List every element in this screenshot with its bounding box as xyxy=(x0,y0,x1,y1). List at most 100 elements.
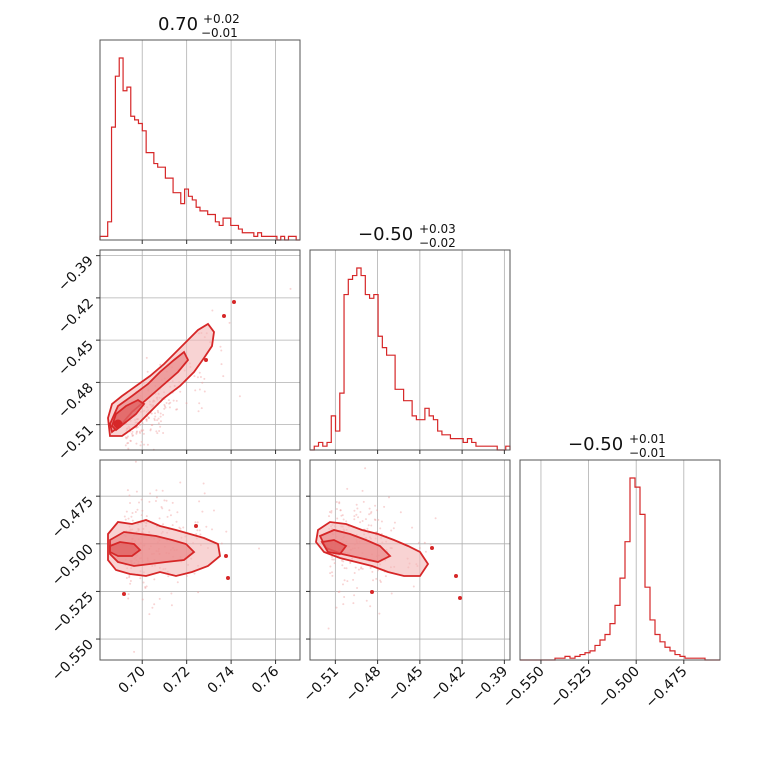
scatter-point xyxy=(393,521,396,524)
scatter-point xyxy=(135,490,138,493)
title-param-1: −0.50 xyxy=(358,224,413,245)
scatter-point xyxy=(194,521,197,524)
scatter-point xyxy=(165,499,168,502)
title-param-2-plus: +0.01 xyxy=(629,432,666,446)
scatter-point xyxy=(369,567,372,570)
y-tick-label: −0.550 xyxy=(49,637,97,685)
scatter-point xyxy=(329,565,332,568)
scatter-point xyxy=(130,432,133,435)
scatter-point xyxy=(343,579,346,582)
scatter-point xyxy=(196,521,199,524)
scatter-point xyxy=(140,440,143,443)
scatter-point xyxy=(131,434,134,437)
scatter-point xyxy=(154,499,157,502)
y-tick-label: −0.39 xyxy=(55,253,97,295)
scatter-point xyxy=(156,409,159,412)
scatter-point xyxy=(365,599,368,602)
scatter-point xyxy=(131,430,134,433)
scatter-point xyxy=(356,507,359,510)
x-tick-label: −0.525 xyxy=(547,664,595,712)
scatter-point xyxy=(135,426,138,429)
scatter-point xyxy=(379,579,382,582)
scatter-point xyxy=(127,447,130,450)
histogram-param-2 xyxy=(520,477,720,661)
scatter-point xyxy=(179,390,182,393)
scatter-point xyxy=(353,594,356,597)
scatter-point xyxy=(418,547,421,550)
scatter-point xyxy=(383,505,386,508)
scatter-point xyxy=(143,443,146,446)
title-param-1-minus: −0.02 xyxy=(419,236,456,250)
scatter-point xyxy=(390,529,393,532)
scatter-point xyxy=(146,443,149,446)
y-tick-label: −0.42 xyxy=(55,295,97,337)
scatter-point xyxy=(388,496,391,499)
scatter-point xyxy=(424,550,427,553)
scatter-point xyxy=(203,390,206,393)
scatter-point xyxy=(128,574,131,577)
scatter-point xyxy=(165,401,168,404)
scatter-param0-param1 xyxy=(124,287,292,451)
panel-hist-0: 0.70 +0.02 −0.01 xyxy=(99,12,301,241)
scatter-point xyxy=(140,429,143,432)
scatter-point xyxy=(162,523,165,526)
scatter-point xyxy=(153,419,156,422)
scatter-point xyxy=(168,402,171,405)
scatter-point xyxy=(370,524,373,527)
scatter-point xyxy=(123,515,126,518)
scatter-point xyxy=(343,596,346,599)
x-tick-label: 0.72 xyxy=(160,664,193,697)
scatter-point xyxy=(159,415,162,418)
scatter-point xyxy=(220,349,223,352)
scatter-point xyxy=(153,578,156,581)
scatter-point xyxy=(225,530,228,533)
scatter-point xyxy=(202,482,205,485)
contours-param0-param1 xyxy=(107,300,236,437)
panel-frame-0-0 xyxy=(99,39,301,241)
scatter-point xyxy=(135,431,138,434)
scatter-point xyxy=(203,492,206,495)
scatter-point xyxy=(171,501,174,504)
scatter-point xyxy=(139,577,142,580)
scatter-point xyxy=(150,423,153,426)
contours-param1-param2 xyxy=(315,521,462,600)
scatter-point xyxy=(176,511,179,514)
scatter-point xyxy=(366,527,369,530)
scatter-point xyxy=(156,419,159,422)
panel-frame-2-0 xyxy=(99,459,301,661)
scatter-point xyxy=(429,543,432,546)
scatter-point xyxy=(411,526,414,529)
scatter-point xyxy=(129,439,132,442)
scatter-point xyxy=(200,407,203,410)
histogram-param-1 xyxy=(310,267,511,451)
scatter-point xyxy=(369,512,372,515)
scatter-point xyxy=(342,560,345,563)
title-param-2: −0.50 xyxy=(568,434,623,455)
scatter-point xyxy=(129,501,132,504)
scatter-point xyxy=(384,575,387,578)
scatter-point xyxy=(163,405,166,408)
scatter-point xyxy=(127,441,130,444)
scatter-point xyxy=(159,425,162,428)
grid-0-0 xyxy=(141,40,276,240)
scatter-point xyxy=(196,376,199,379)
x-tick-label: −0.475 xyxy=(643,664,691,712)
scatter-point xyxy=(129,579,132,582)
scatter-point xyxy=(168,509,171,512)
scatter-point xyxy=(379,581,382,584)
scatter-point xyxy=(417,541,420,544)
scatter-point xyxy=(164,406,167,409)
scatter-point xyxy=(289,287,292,290)
scatter-point xyxy=(160,505,163,508)
scatter-point xyxy=(149,428,152,431)
scatter-point xyxy=(197,410,200,413)
scatter-point xyxy=(124,444,127,447)
scatter-point xyxy=(168,406,171,409)
scatter-point xyxy=(142,432,145,435)
y-tick-label: −0.48 xyxy=(55,380,97,422)
scatter-point xyxy=(142,429,145,432)
scatter-point xyxy=(330,509,333,512)
scatter-point xyxy=(198,388,201,391)
scatter-point xyxy=(331,574,334,577)
scatter-point xyxy=(380,520,383,523)
